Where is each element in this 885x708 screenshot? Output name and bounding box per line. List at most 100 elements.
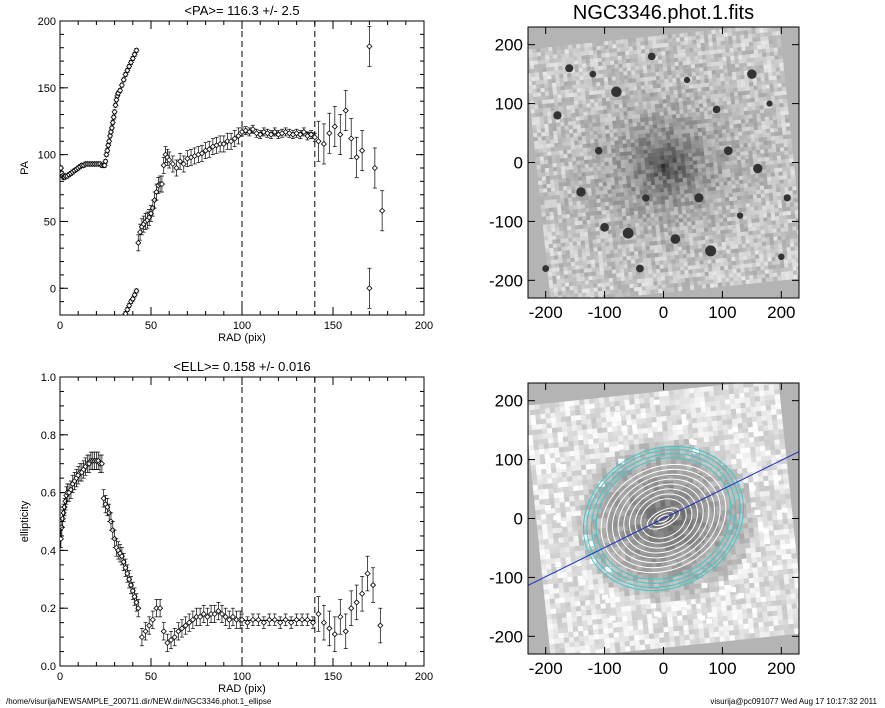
pixel bbox=[680, 197, 686, 203]
pixel bbox=[567, 193, 573, 199]
pixel bbox=[586, 179, 591, 185]
pixel bbox=[746, 98, 752, 104]
pixel bbox=[712, 194, 718, 200]
pixel bbox=[666, 134, 671, 140]
pixel bbox=[665, 127, 670, 132]
pixel bbox=[572, 241, 578, 247]
pixel bbox=[640, 85, 646, 91]
pixel bbox=[770, 168, 775, 174]
pixel bbox=[731, 220, 737, 226]
pixel bbox=[603, 153, 609, 159]
pixel bbox=[597, 61, 603, 67]
pixel bbox=[672, 158, 678, 164]
pixel bbox=[770, 212, 776, 218]
pixel bbox=[586, 107, 592, 112]
pixel bbox=[655, 148, 661, 153]
pixel bbox=[684, 40, 689, 46]
pixel bbox=[748, 150, 753, 156]
pixel bbox=[695, 151, 701, 157]
data-point bbox=[226, 616, 233, 623]
pixel bbox=[621, 51, 626, 56]
pixel bbox=[686, 181, 692, 186]
pixel bbox=[698, 256, 704, 261]
pixel bbox=[712, 114, 717, 119]
pixel bbox=[627, 223, 632, 229]
data-points bbox=[60, 25, 386, 315]
pixel bbox=[751, 27, 756, 31]
pixel bbox=[604, 121, 609, 127]
pixel bbox=[656, 123, 662, 129]
pixel bbox=[744, 231, 750, 237]
pixel bbox=[693, 87, 698, 93]
pixel bbox=[657, 131, 663, 137]
pixel bbox=[672, 122, 678, 127]
pixel bbox=[635, 222, 640, 228]
pixel bbox=[684, 44, 690, 50]
pixel bbox=[707, 110, 713, 116]
pixel bbox=[649, 209, 655, 214]
pixel bbox=[778, 91, 783, 96]
pixel bbox=[569, 213, 575, 219]
pixel bbox=[635, 150, 641, 155]
pixel bbox=[767, 64, 772, 69]
data-point bbox=[129, 55, 136, 62]
y-tick-label: 50 bbox=[44, 216, 56, 228]
pixel bbox=[622, 107, 628, 113]
pixel bbox=[740, 78, 746, 84]
pixel bbox=[643, 36, 649, 42]
pixel bbox=[769, 124, 775, 129]
pixel bbox=[648, 233, 653, 239]
data-point bbox=[133, 287, 140, 295]
pixel bbox=[697, 127, 703, 133]
pixel bbox=[646, 217, 652, 223]
pixel bbox=[747, 146, 753, 152]
pixel bbox=[635, 77, 641, 83]
pixel bbox=[699, 143, 704, 149]
pixel bbox=[608, 157, 613, 162]
pixel bbox=[621, 91, 626, 97]
pixel bbox=[540, 87, 546, 93]
pixel bbox=[774, 59, 780, 64]
pixel bbox=[606, 68, 612, 74]
pixel bbox=[607, 189, 613, 195]
pixel bbox=[719, 185, 725, 191]
pixel bbox=[682, 217, 688, 223]
pixel bbox=[551, 82, 557, 88]
pixel bbox=[718, 57, 723, 62]
pixel bbox=[742, 54, 747, 60]
pixel bbox=[703, 263, 709, 269]
pixel bbox=[730, 59, 736, 65]
pixel bbox=[726, 64, 732, 69]
pixel bbox=[772, 151, 778, 157]
pixel bbox=[554, 219, 559, 224]
pixel bbox=[664, 163, 670, 168]
pixel bbox=[614, 184, 620, 190]
pixel bbox=[753, 45, 758, 51]
pixel bbox=[614, 100, 619, 105]
pixel bbox=[590, 138, 595, 144]
pixel bbox=[634, 258, 640, 264]
pixel bbox=[539, 116, 545, 121]
pixel bbox=[640, 238, 646, 243]
pixel bbox=[544, 127, 550, 133]
pixel bbox=[708, 190, 713, 196]
pixel bbox=[648, 84, 654, 90]
data-point bbox=[135, 239, 142, 246]
pixel bbox=[739, 147, 745, 153]
pixel bbox=[690, 257, 696, 262]
pixel bbox=[545, 63, 551, 68]
pixel bbox=[670, 66, 676, 71]
pixel bbox=[644, 40, 649, 46]
pixel bbox=[626, 255, 632, 261]
pixel bbox=[749, 126, 755, 131]
pixel bbox=[702, 102, 708, 108]
pixel bbox=[561, 137, 567, 143]
pixel bbox=[755, 218, 760, 223]
pixel bbox=[626, 175, 631, 181]
pixel bbox=[657, 168, 663, 173]
pixel bbox=[661, 203, 666, 209]
pixel bbox=[630, 174, 635, 180]
pixel bbox=[557, 94, 562, 99]
pixel bbox=[591, 191, 597, 196]
pixel bbox=[743, 102, 748, 108]
